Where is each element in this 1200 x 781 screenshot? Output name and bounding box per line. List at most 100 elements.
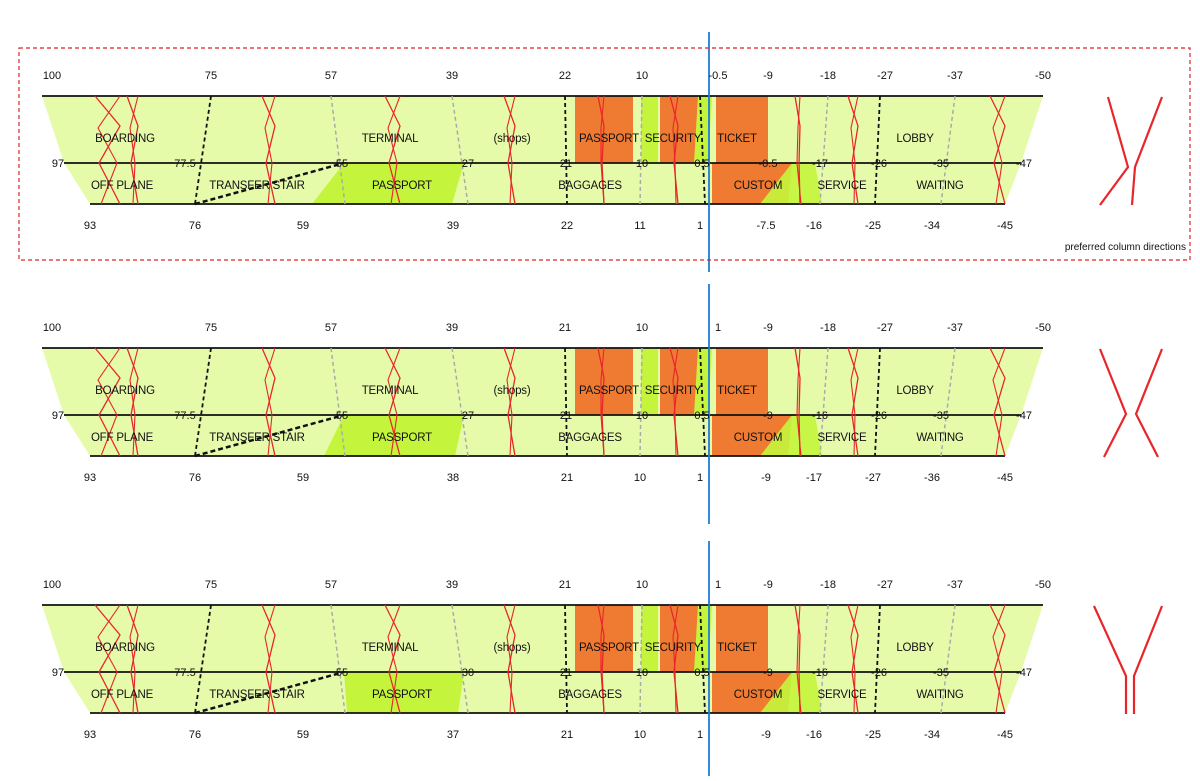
zone-label-top: SECURITY [645,385,702,397]
mid-number: -47 [1016,410,1032,422]
mid-number: -16 [812,410,828,422]
red-column-b-10 [992,604,1006,714]
red-column-b-8 [796,604,802,714]
security-block [660,96,698,163]
custom-lime [760,415,822,456]
top-number: 57 [325,70,337,82]
bottom-number: -17 [806,472,822,484]
zone-label-bottom: WAITING [916,180,964,192]
security-block [660,348,698,415]
mid-number: 21 [560,410,572,422]
top-number: 75 [205,579,217,591]
zone-label-top: LOBBY [896,385,934,397]
red-column-b-2 [129,347,139,457]
bottom-number: -36 [924,472,940,484]
red-column-b-4 [387,604,401,714]
red-column-b-1 [97,95,121,205]
top-number: -0.5 [709,70,728,82]
mid-number: 97 [52,410,64,422]
zone-label-top: BOARDING [95,385,155,397]
mid-number: -16 [812,667,828,679]
red-column-b-9 [850,95,859,205]
top-number: 100 [43,70,61,82]
mid-number: 10 [636,410,648,422]
zone-label-top: SECURITY [645,642,702,654]
red-column-b-6 [600,95,605,205]
zone-label-top: SECURITY [645,133,702,145]
ticket-block [716,96,768,163]
top-number: 1 [715,322,721,334]
mid-number: 77.5 [174,410,195,422]
top-number: 57 [325,579,337,591]
red-column-b-6 [600,604,605,714]
mid-number: 77.5 [174,667,195,679]
zone-label-top: TERMINAL [362,642,419,654]
zone-label-top: (shops) [494,133,531,145]
bottom-number: -45 [997,729,1013,741]
bottom-number: 76 [189,472,201,484]
mid-number: -17 [812,158,828,170]
mid-number: 30 [462,667,474,679]
red-column-b-3 [264,95,276,205]
preferred-frame [18,47,1191,261]
red-column-b-4 [387,347,401,457]
transfer-stair-line [194,670,345,715]
zone-label-top: TERMINAL [362,385,419,397]
mid-number: 0.5 [694,158,709,170]
bottom-number: -45 [997,220,1013,232]
bottom-number: -7.5 [757,220,776,232]
mid-number: 27 [462,158,474,170]
zone-label-top: LOBBY [896,642,934,654]
bottom-number: 93 [84,220,96,232]
zone-label-bottom: BAGGAGES [558,432,622,444]
top-number: 39 [446,322,458,334]
top-number: -27 [877,70,893,82]
mid-number: 55 [336,410,348,422]
red-column-b-7 [672,347,679,457]
red-column-b-3 [264,604,276,714]
top-number: -9 [763,70,773,82]
bottom-number: 38 [447,472,459,484]
red-column-b-6 [600,347,605,457]
red-column-b-5 [506,347,516,457]
top-number: 75 [205,322,217,334]
zone-label-bottom: WAITING [916,689,964,701]
bottom-number: -34 [924,220,940,232]
mid-number: -26 [871,410,887,422]
zone-label-bottom: OFF PLANE [91,180,154,192]
red-column-b-7 [672,604,679,714]
transfer-stair-line [194,161,345,206]
top-number: 39 [446,579,458,591]
mid-number: 10 [636,667,648,679]
bottom-number: 1 [697,220,703,232]
mid-number: 77.5 [174,158,195,170]
upper-band [42,96,1043,163]
zone-label-bottom: PASSPORT [372,689,432,701]
bottom-number: 76 [189,220,201,232]
top-number: -50 [1035,322,1051,334]
top-number: -18 [820,579,836,591]
zone-label-top: TERMINAL [362,133,419,145]
zone-label-bottom: OFF PLANE [91,689,154,701]
mid-number: -35 [933,667,949,679]
bottom-number: 1 [697,729,703,741]
mid-number: -35 [933,158,949,170]
top-number: 10 [636,579,648,591]
security-strip-2 [694,605,712,672]
red-column-b-9 [850,604,859,714]
panel-2: 100 75 57 39 21 10 1 -9 -18 -27 -37 -50 97 77.5 55 27 21… [42,284,1164,524]
mid-number: -47 [1016,158,1032,170]
top-number: -9 [763,579,773,591]
security-strip [641,605,658,672]
direction-left-stroke [1092,605,1128,714]
security-strip-2 [694,96,712,163]
bottom-number: 39 [447,220,459,232]
top-number: 39 [446,70,458,82]
zone-label-bottom: PASSPORT [372,432,432,444]
upper-band [42,605,1043,672]
top-number: -18 [820,70,836,82]
zone-label-top: PASSPORT [579,642,639,654]
zone-label-top: (shops) [494,385,531,397]
zone-label-bottom: OFF PLANE [91,432,154,444]
